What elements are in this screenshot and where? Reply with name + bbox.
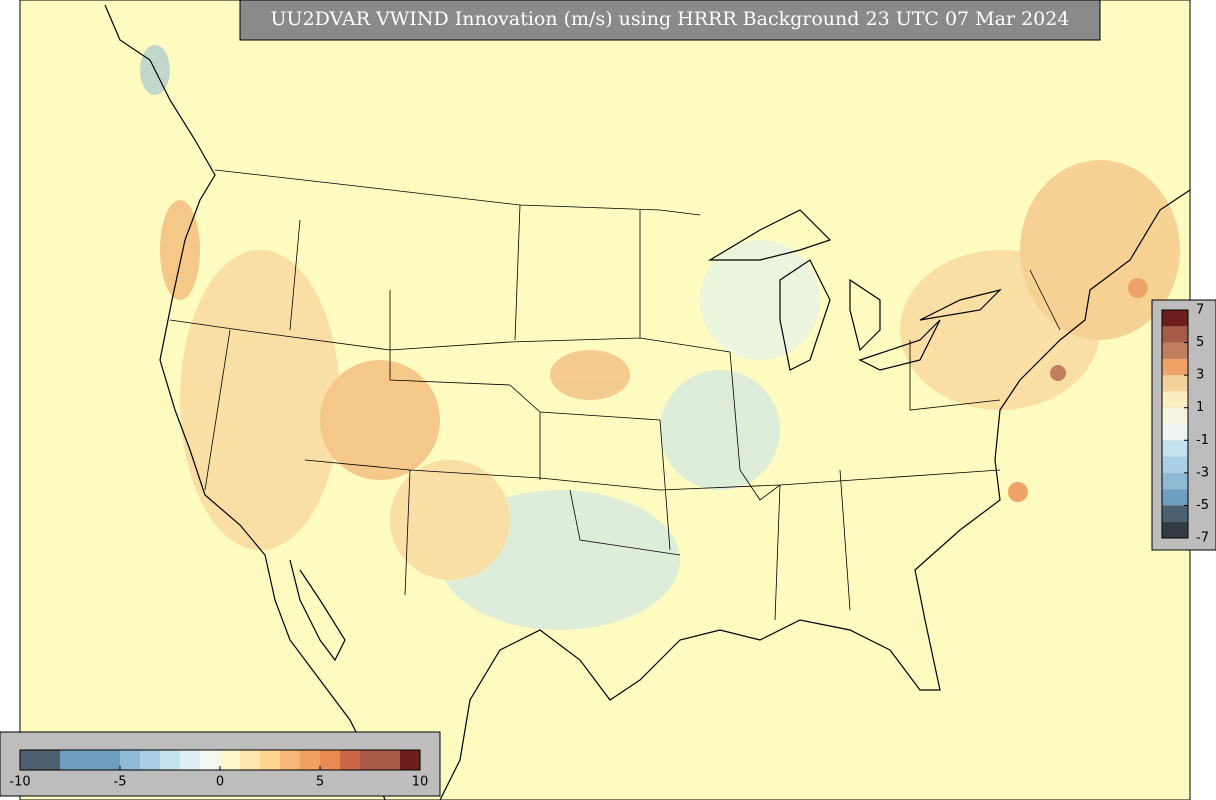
colorbar-segment — [120, 750, 140, 770]
anomaly — [1050, 365, 1066, 381]
colorbar-segment — [140, 750, 160, 770]
title-box: UU2DVAR VWIND Innovation (m/s) using HRR… — [239, 0, 1101, 41]
colorbar-segment — [1162, 326, 1188, 343]
colorbar-segment — [20, 750, 40, 770]
map — [19, 0, 1191, 800]
colorbar-tick-label: 0 — [216, 775, 224, 790]
colorbar-segment — [1162, 358, 1188, 376]
coastline — [104, 4, 386, 800]
colorbar-segment — [100, 750, 120, 770]
colorbar-segment — [220, 750, 240, 770]
colorbar-tick-label: 5 — [316, 775, 324, 790]
colorbar-segment — [340, 750, 360, 770]
colorbar-segment — [160, 750, 180, 770]
colorbar-tick-label: 7 — [1196, 303, 1204, 318]
border — [169, 169, 1061, 621]
colorbar-segment — [1162, 375, 1188, 392]
colorbar-segment — [180, 750, 200, 770]
colorbar-segment — [40, 750, 60, 770]
colorbar-segment — [1162, 489, 1188, 506]
colorbar-segment — [260, 750, 280, 770]
colorbar-segment — [1162, 310, 1188, 327]
colorbar-segment — [1162, 391, 1188, 408]
colorbar-segment — [200, 750, 220, 770]
coastline — [289, 559, 346, 662]
colorbars: 7 5 3 1 -1 -3 -5 -7 -10 -5 0 5 10 — [9, 303, 1209, 790]
colorbar-frame — [1161, 309, 1189, 539]
coastline — [439, 189, 1191, 800]
colorbar-segment — [1162, 440, 1188, 457]
colorbar-tick-label: -10 — [9, 775, 30, 790]
colorbar-segment — [360, 750, 380, 770]
colorbar-tick-label: 10 — [412, 775, 429, 790]
colorbar-tick-label: -1 — [1196, 433, 1209, 448]
title: UU2DVAR VWIND Innovation (m/s) using HRR… — [271, 8, 1070, 30]
colorbar-tick-label: 3 — [1196, 368, 1204, 383]
colorbar-segment — [240, 750, 260, 770]
colorbar-tick-label: -5 — [114, 775, 127, 790]
colorbar-segment — [60, 750, 80, 770]
colorbar-segment — [1162, 505, 1188, 522]
colorbar-segment — [380, 750, 400, 770]
colorbar-segment — [1162, 407, 1188, 424]
colorbar-segment — [320, 750, 340, 770]
colorbar-segment — [80, 750, 100, 770]
anomaly — [1008, 482, 1028, 502]
colorbar-segment — [1162, 456, 1188, 473]
colorbar-segment — [1162, 472, 1188, 490]
innovation-field — [140, 45, 1180, 630]
colorbar-segment — [1162, 424, 1188, 441]
colorbar-segment — [400, 750, 420, 770]
colorbar-tick-label: 1 — [1196, 400, 1204, 415]
colorbar-tick-label: 5 — [1196, 335, 1204, 350]
colorbar-tick-label: -3 — [1196, 465, 1209, 480]
great-lakes — [707, 209, 1002, 371]
colorbar-segment — [300, 750, 320, 770]
colorbar-segment — [1162, 521, 1188, 538]
anomaly — [1128, 278, 1148, 298]
title-background — [239, 0, 1101, 41]
colorbar-segment — [1162, 342, 1188, 359]
colorbar-segment — [280, 750, 300, 770]
colorbar-tick-label: -7 — [1196, 531, 1209, 546]
colorbar-tick-label: -5 — [1196, 498, 1209, 513]
